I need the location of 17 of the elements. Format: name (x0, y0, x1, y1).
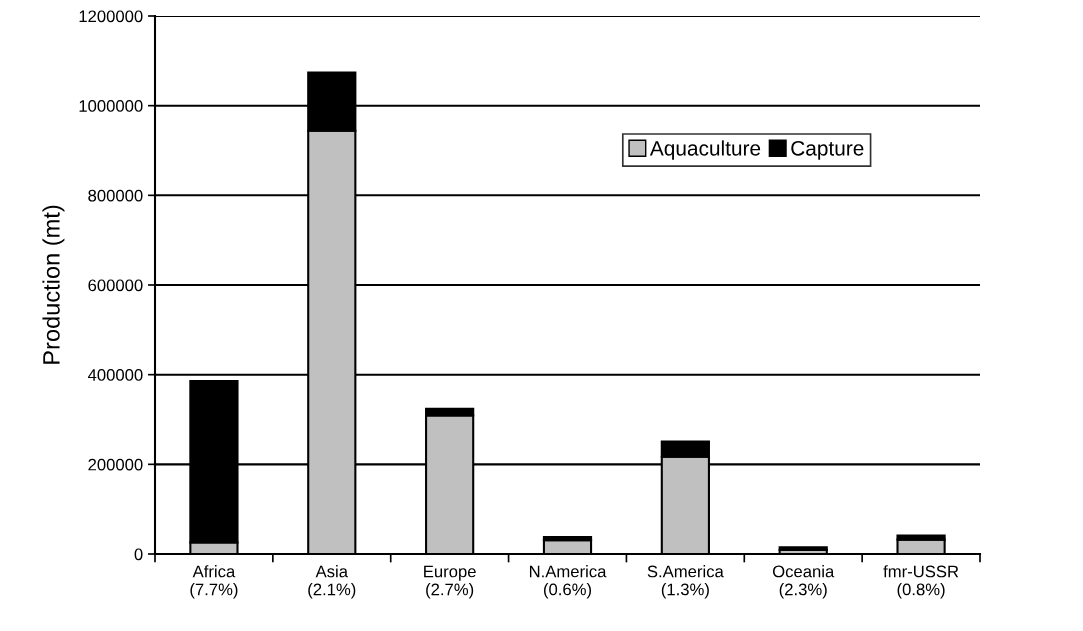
y-tick-label: 600000 (88, 279, 143, 292)
x-tick-label: Asia (2.1%) (308, 565, 356, 599)
x-tick-label: Africa (7.7%) (190, 565, 238, 599)
y-tick-label: 800000 (88, 189, 143, 202)
x-tick-label: Oceania (2.3%) (772, 565, 835, 599)
legend-label: Capture (791, 140, 864, 160)
x-tick-label: fmr-USSR (0.8%) (883, 565, 959, 599)
x-tick-label: N.America (0.6%) (529, 565, 607, 599)
y-tick-label: 1200000 (79, 10, 143, 23)
x-tick-label: Europe (2.7%) (424, 565, 476, 599)
y-tick-label: 400000 (87, 369, 143, 381)
y-tick-label: 200000 (88, 458, 143, 471)
y-axis-title: Production (mt) (42, 205, 65, 364)
legend-label: Aquaculture (649, 140, 761, 160)
x-tick-label: S.America (1.3%) (647, 565, 724, 599)
y-tick-label: 1000000 (79, 100, 143, 112)
y-tick-label: 0 (134, 548, 143, 561)
